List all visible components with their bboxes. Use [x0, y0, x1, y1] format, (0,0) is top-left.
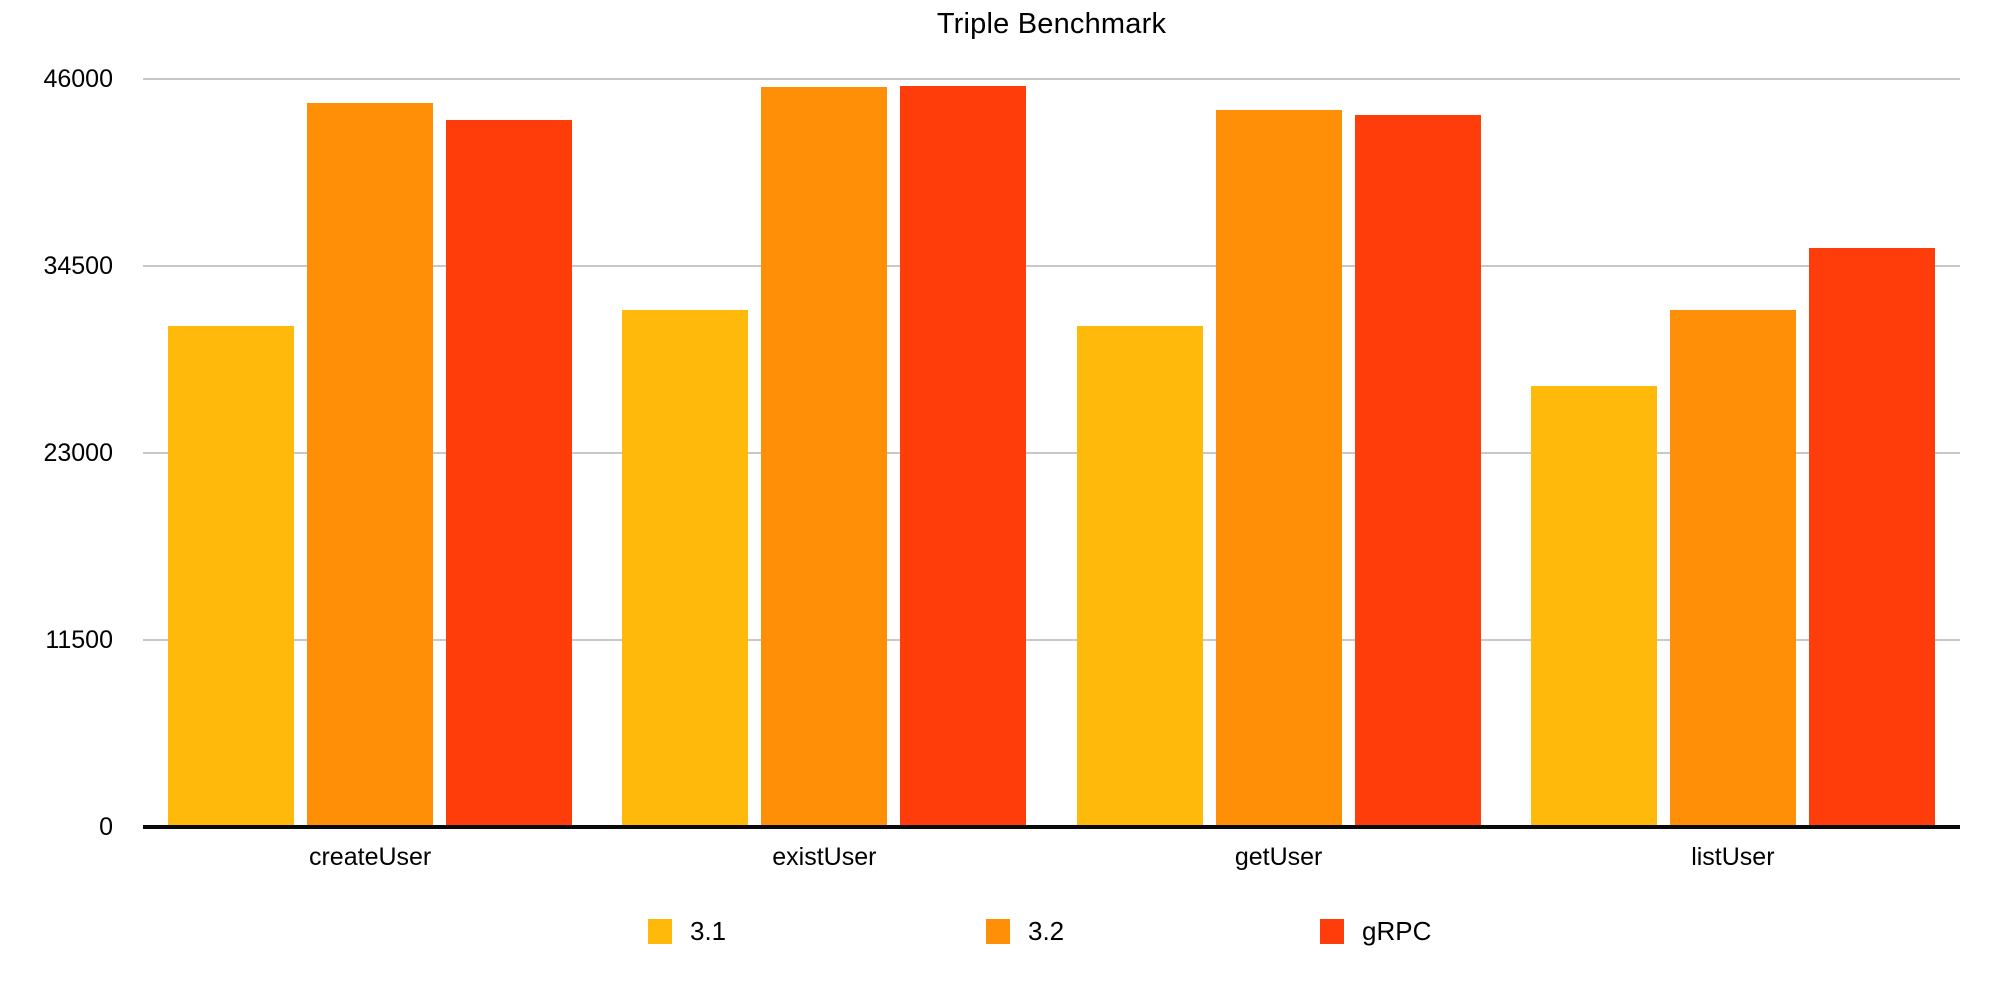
- y-axis-tick-label: 46000: [43, 65, 113, 93]
- bar-3.1-listUser: [1531, 386, 1657, 827]
- x-axis-category-label: listUser: [1691, 843, 1775, 871]
- bar-gRPC-getUser: [1355, 115, 1481, 827]
- legend-label: 3.2: [1028, 916, 1065, 946]
- y-axis-tick-label: 0: [99, 813, 113, 841]
- y-axis-tick-label: 11500: [45, 626, 113, 654]
- bar-3.1-createUser: [168, 326, 294, 827]
- y-axis-tick-label: 23000: [43, 439, 113, 467]
- y-axis-tick-label: 34500: [43, 252, 113, 280]
- bar-3.2-getUser: [1216, 110, 1342, 827]
- bar-gRPC-listUser: [1809, 248, 1935, 827]
- bar-3.1-existUser: [622, 310, 748, 827]
- legend-swatch-3.2: [986, 918, 1010, 944]
- x-axis-category-label: existUser: [772, 843, 877, 871]
- legend-swatch-3.1: [648, 918, 672, 944]
- bar-3.2-createUser: [307, 103, 433, 827]
- gridline: [143, 639, 1960, 641]
- gridline: [143, 265, 1960, 267]
- bar-gRPC-createUser: [446, 120, 572, 827]
- x-axis-category-label: createUser: [308, 843, 432, 871]
- legend-item-3.2: 3.2: [986, 918, 1064, 944]
- bar-3.1-getUser: [1077, 326, 1203, 827]
- legend-swatch-gRPC: [1320, 918, 1344, 944]
- legend-label: 3.1: [690, 916, 727, 946]
- legend-item-3.1: 3.1: [648, 918, 726, 944]
- chart-title: Triple Benchmark: [936, 8, 1167, 40]
- gridline: [143, 78, 1960, 80]
- x-axis-line: [143, 825, 1960, 829]
- bar-3.2-existUser: [761, 87, 887, 827]
- gridline: [143, 452, 1960, 454]
- bar-gRPC-existUser: [900, 86, 1026, 827]
- x-axis-category-label: getUser: [1234, 843, 1323, 871]
- legend-item-gRPC: gRPC: [1320, 918, 1431, 944]
- bar-3.2-listUser: [1670, 310, 1796, 827]
- legend-label: gRPC: [1362, 916, 1432, 946]
